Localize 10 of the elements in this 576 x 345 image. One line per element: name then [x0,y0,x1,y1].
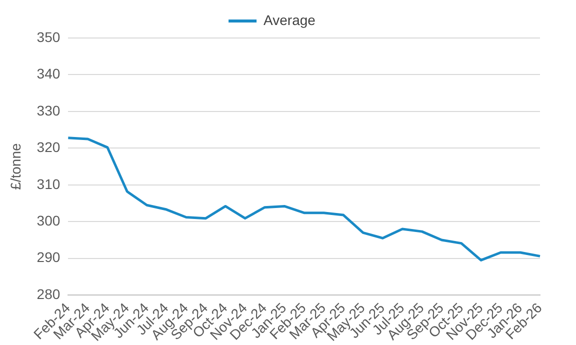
y-tick-label: 290 [36,249,60,266]
y-axis-title: £/tonne [7,142,24,190]
y-tick-label: 320 [36,139,60,156]
legend-label: Average [264,12,316,28]
y-tick-label: 340 [36,66,60,82]
y-tick-label: 280 [36,286,60,302]
y-tick-label: 310 [36,176,60,192]
y-tick-label: 300 [36,212,60,229]
y-tick-label: 350 [36,28,60,45]
y-tick-label: 330 [36,102,60,118]
